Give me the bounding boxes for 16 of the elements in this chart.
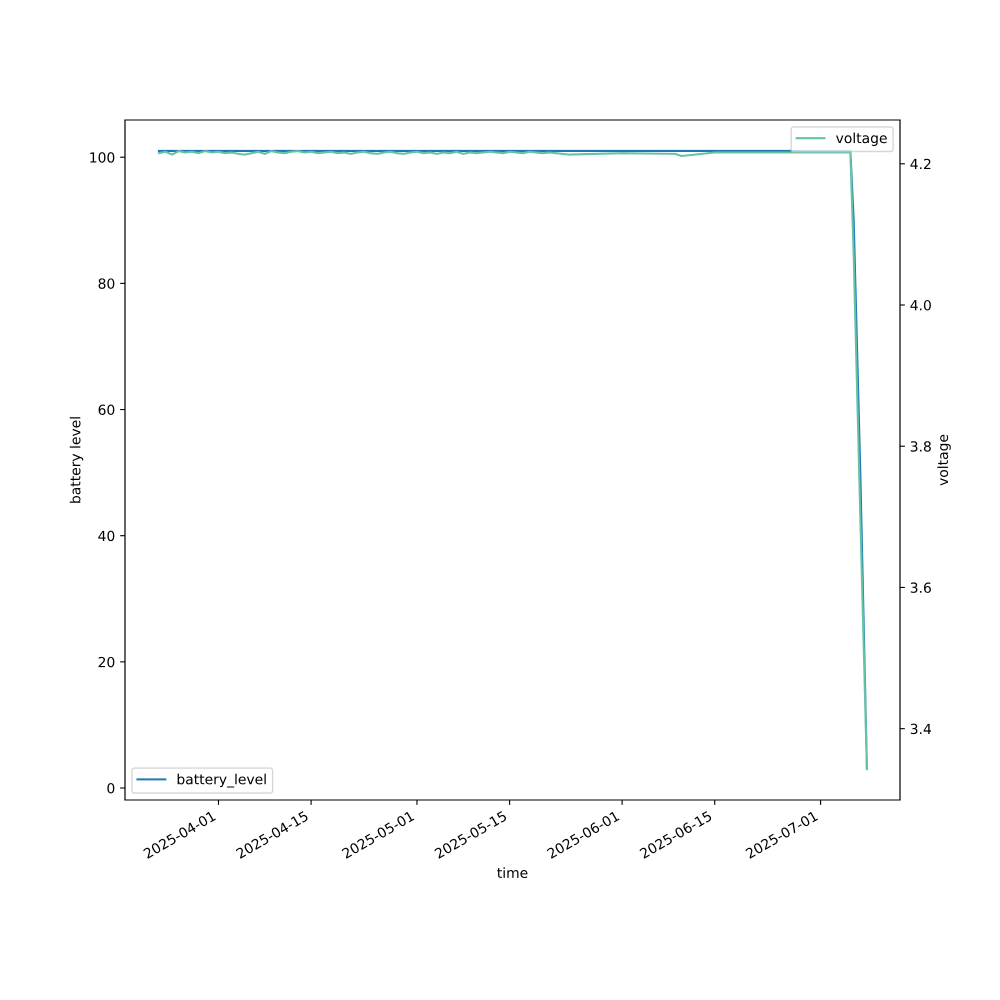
y-tick-label: 60 bbox=[98, 404, 114, 416]
legend-label: battery_level bbox=[178, 774, 266, 788]
y2-tick-label: 4.2 bbox=[910, 158, 930, 170]
x-axis-title: time bbox=[497, 867, 528, 878]
y2-tick-label: 3.8 bbox=[910, 441, 931, 452]
y2-axis-title: voltage bbox=[937, 434, 951, 486]
y2-tick-label: 3.4 bbox=[910, 724, 932, 734]
y-tick-label: 0 bbox=[107, 782, 114, 794]
y-tick-label: 100 bbox=[90, 152, 114, 163]
y2-tick-label: 3.6 bbox=[910, 582, 931, 593]
y2-tick-label: 4.0 bbox=[910, 300, 931, 310]
y-tick-label: 40 bbox=[98, 530, 114, 542]
y-tick-label: 80 bbox=[98, 278, 114, 289]
legend-label: voltage bbox=[836, 132, 887, 146]
y-tick-label: 20 bbox=[98, 656, 114, 668]
y-axis-title: battery level bbox=[70, 417, 84, 503]
